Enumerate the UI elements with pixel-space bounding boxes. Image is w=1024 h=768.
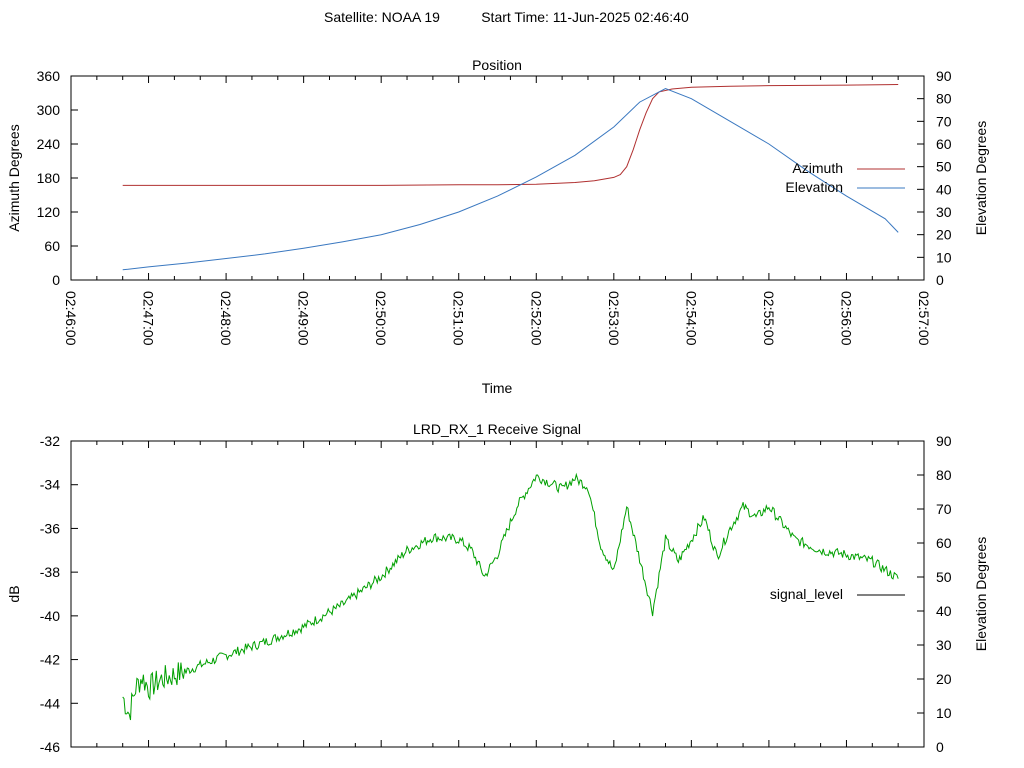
y2-tick-label: 80 [936,467,952,483]
start-time-label: Start Time: 11-Jun-2025 02:46:40 [481,9,689,25]
y2-tick-label: 40 [936,181,952,197]
y2-tick-label: 70 [936,113,952,129]
position-legend: Azimuth Elevation [785,160,905,195]
y-tick-label: 240 [37,136,61,152]
series-line-signal_level [122,472,899,721]
signal-legend: signal_level [770,586,905,602]
satellite-label: Satellite: NOAA 19 [324,9,440,25]
y-tick-label: -36 [40,520,60,536]
legend-signal-label: signal_level [770,586,843,602]
y2-tick-label: 30 [936,637,952,653]
y-tick-label: 180 [37,170,61,186]
y-tick-label: -34 [40,477,60,493]
y-tick-label: -46 [40,739,60,755]
x-tick-label: 02:54:00 [683,291,699,346]
y2-tick-label: 30 [936,204,952,220]
time-axis-label: Time [482,380,513,396]
y2-tick-label: 60 [936,136,952,152]
y2-tick-label: 20 [936,671,952,687]
y-tick-label: 0 [52,272,60,288]
y2-tick-label: 80 [936,91,952,107]
y2-tick-label: 90 [936,433,952,449]
y2-tick-label: 10 [936,249,952,265]
signal-chart-title: LRD_RX_1 Receive Signal [413,421,581,437]
position-chart-title: Position [472,57,522,73]
series-line-elevation [122,87,899,271]
y-tick-label: -42 [40,652,60,668]
x-tick-label: 02:49:00 [296,291,312,346]
series-line-azimuth [122,84,899,186]
y-tick-label: -44 [40,695,60,711]
y-tick-label: -40 [40,608,60,624]
y2-tick-label: 50 [936,159,952,175]
y2-tick-label: 70 [936,501,952,517]
x-tick-label: 02:46:00 [63,291,79,346]
y2-tick-label: 0 [936,272,944,288]
legend-azimuth-label: Azimuth [792,160,843,176]
signal-plot-frame [70,440,925,748]
y-tick-label: -32 [40,433,60,449]
azimuth-axis-label: Azimuth Degrees [6,124,22,231]
y2-tick-label: 60 [936,535,952,551]
y-tick-label: 120 [37,204,61,220]
x-tick-label: 02:47:00 [141,291,157,346]
x-tick-label: 02:56:00 [838,291,854,346]
position-plot-frame [70,75,925,281]
y2-tick-label: 20 [936,227,952,243]
x-tick-label: 02:57:00 [916,291,932,346]
legend-elevation-label: Elevation [785,179,843,195]
x-tick-label: 02:48:00 [218,291,234,346]
y2-tick-label: 50 [936,569,952,585]
y-tick-label: -38 [40,564,60,580]
y2-tick-label: 0 [936,739,944,755]
signal-elevation-axis-label: Elevation Degrees [973,537,989,651]
y-tick-label: 300 [37,102,61,118]
y2-tick-label: 90 [936,68,952,84]
y2-tick-label: 10 [936,705,952,721]
x-tick-label: 02:50:00 [373,291,389,346]
db-axis-label: dB [6,585,22,602]
x-tick-label: 02:53:00 [606,291,622,346]
elevation-axis-label: Elevation Degrees [973,121,989,235]
y-tick-label: 60 [44,238,60,254]
x-tick-label: 02:51:00 [451,291,467,346]
receive-signal-chart: LRD_RX_1 Receive Signal dB Elevation Deg… [6,421,989,755]
position-chart: Position Azimuth Degrees Elevation Degre… [6,57,989,396]
y-tick-label: 360 [37,68,61,84]
y2-tick-label: 40 [936,603,952,619]
x-tick-label: 02:55:00 [761,291,777,346]
x-tick-label: 02:52:00 [528,291,544,346]
